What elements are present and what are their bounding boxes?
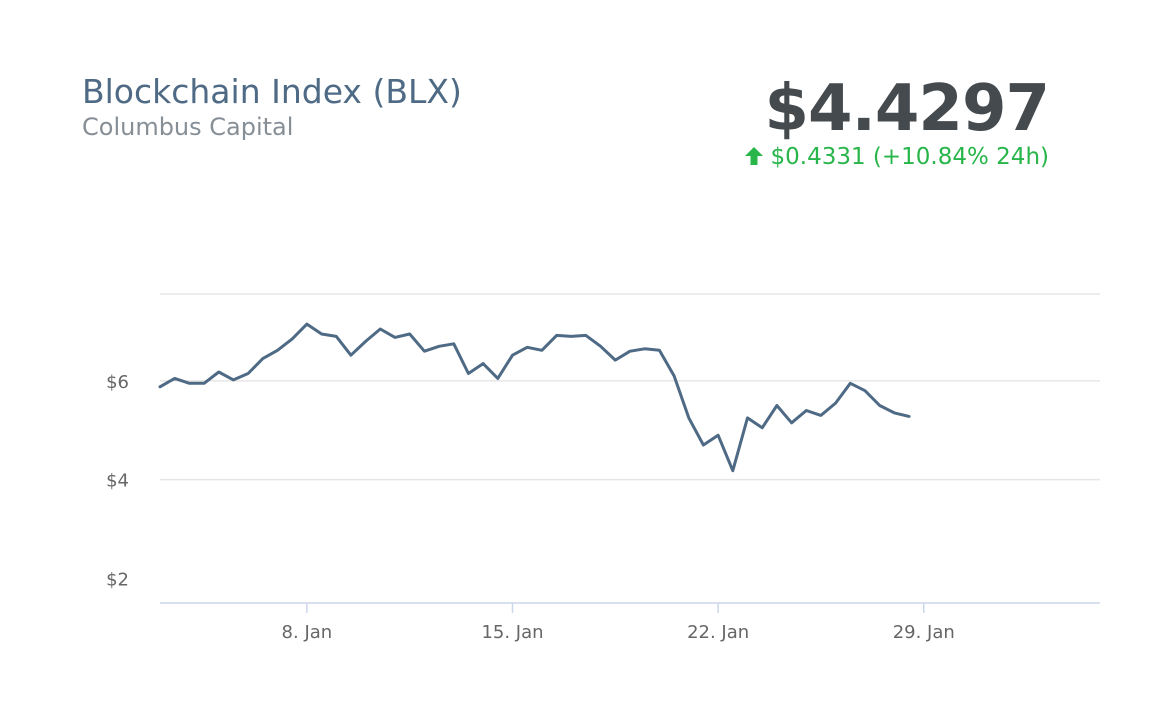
x-tick-label: 29. Jan <box>893 622 955 643</box>
grid-lines <box>160 293 1100 481</box>
chart-title: Blockchain Index (BLX) <box>82 72 462 111</box>
price-change-text: $0.4331 (+10.84% 24h) <box>770 144 1050 170</box>
x-axis <box>160 602 1100 613</box>
current-price: $4.4297 <box>764 72 1050 146</box>
y-tick-label: $2 <box>106 569 129 590</box>
chart-subtitle: Columbus Capital <box>82 113 294 141</box>
x-axis-labels: 8. Jan 15. Jan 22. Jan 29. Jan <box>282 622 955 643</box>
series-line <box>158 322 911 473</box>
price-change: $0.4331 (+10.84% 24h) <box>743 142 1050 172</box>
y-tick-label: $4 <box>106 471 129 492</box>
x-tick-label: 15. Jan <box>481 622 543 643</box>
arrow-up-icon <box>744 147 763 165</box>
y-tick-label: $6 <box>106 372 129 393</box>
series-layer <box>158 322 911 473</box>
y-axis: $2 $4 $6 <box>106 372 129 590</box>
x-tick-label: 22. Jan <box>687 622 749 643</box>
x-tick-label: 8. Jan <box>282 622 333 643</box>
